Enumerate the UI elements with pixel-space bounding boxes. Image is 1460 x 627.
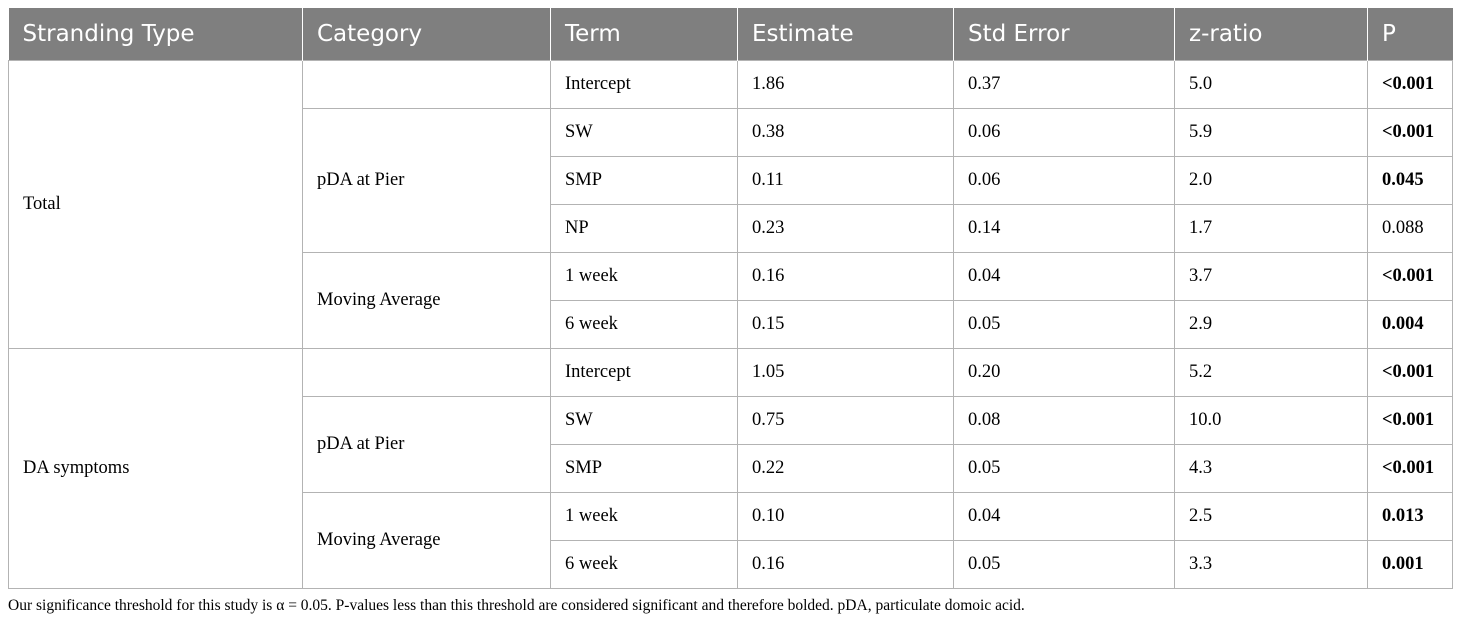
std-error-cell: 0.05: [953, 540, 1175, 589]
category-cell: pDA at Pier: [302, 396, 551, 493]
table-row: pDA at Pier SW 0.38 0.06 5.9 <0.001: [9, 108, 1453, 253]
results-table: Stranding Type Category Term Estimate St…: [8, 8, 1453, 589]
header-row: Stranding Type Category Term Estimate St…: [8, 8, 1453, 61]
term-cell: 6 week: [550, 540, 738, 589]
table-row: 6 week 0.16 0.05 3.3 0.001: [9, 540, 1453, 589]
p-value-cell: <0.001: [1367, 444, 1453, 493]
std-error-cell: 0.06: [953, 108, 1175, 157]
table-row: pDA at Pier SW 0.75 0.08 10.0 <0.001: [9, 396, 1453, 493]
std-error-cell: 0.04: [953, 252, 1175, 301]
std-error-cell: 0.05: [953, 444, 1175, 493]
z-ratio-cell: 3.7: [1174, 252, 1368, 301]
col-header-estimate: Estimate: [737, 8, 954, 61]
z-ratio-cell: 3.3: [1174, 540, 1368, 589]
stranding-type-cell: DA symptoms: [8, 348, 303, 589]
p-value-cell: <0.001: [1367, 60, 1453, 109]
table-row: SMP 0.11 0.06 2.0 0.045: [9, 156, 1453, 205]
z-ratio-cell: 5.0: [1174, 60, 1368, 109]
estimate-cell: 0.16: [737, 540, 954, 589]
table-row: Moving Average 1 week 0.10 0.04 2.5 0.013: [9, 492, 1453, 589]
z-ratio-cell: 4.3: [1174, 444, 1368, 493]
term-cell: SMP: [550, 444, 738, 493]
category-cell: pDA at Pier: [302, 108, 551, 253]
term-cell: 1 week: [550, 252, 738, 301]
col-header-z-ratio: z-ratio: [1174, 8, 1368, 61]
z-ratio-cell: 5.2: [1174, 348, 1368, 397]
category-cell: [302, 60, 551, 109]
std-error-cell: 0.08: [953, 396, 1175, 445]
std-error-cell: 0.04: [953, 492, 1175, 541]
col-header-term: Term: [550, 8, 738, 61]
std-error-cell: 0.20: [953, 348, 1175, 397]
p-value-cell: 0.045: [1367, 156, 1453, 205]
table-row: DA symptoms Intercept 1.05 0.20 5.2 <0.001: [8, 348, 1453, 589]
table-row: NP 0.23 0.14 1.7 0.088: [9, 204, 1453, 253]
estimate-cell: 1.86: [737, 60, 954, 109]
category-cell: Moving Average: [302, 252, 551, 349]
z-ratio-cell: 10.0: [1174, 396, 1368, 445]
estimate-cell: 0.38: [737, 108, 954, 157]
col-header-stranding-type: Stranding Type: [8, 8, 303, 61]
term-cell: Intercept: [550, 348, 738, 397]
z-ratio-cell: 1.7: [1174, 204, 1368, 253]
estimate-cell: 0.75: [737, 396, 954, 445]
estimate-cell: 0.22: [737, 444, 954, 493]
term-cell: SW: [550, 108, 738, 157]
col-header-p: P: [1367, 8, 1453, 61]
z-ratio-cell: 5.9: [1174, 108, 1368, 157]
p-value-cell: <0.001: [1367, 348, 1453, 397]
table-row: Moving Average 1 week 0.16 0.04 3.7 <0.001: [9, 252, 1453, 349]
estimate-cell: 0.16: [737, 252, 954, 301]
term-cell: 1 week: [550, 492, 738, 541]
estimate-cell: 0.23: [737, 204, 954, 253]
term-cell: Intercept: [550, 60, 738, 109]
stranding-type-cell: Total: [8, 60, 303, 349]
table-row: Total Intercept 1.86 0.37 5.0 <0.001: [8, 60, 1453, 349]
estimate-cell: 1.05: [737, 348, 954, 397]
estimate-cell: 0.15: [737, 300, 954, 349]
estimate-cell: 0.11: [737, 156, 954, 205]
z-ratio-cell: 2.5: [1174, 492, 1368, 541]
table-body: Total Intercept 1.86 0.37 5.0 <0.001 pDA at Pi…: [8, 60, 1453, 589]
category-cell: [302, 348, 551, 397]
std-error-cell: 0.37: [953, 60, 1175, 109]
estimate-cell: 0.10: [737, 492, 954, 541]
term-cell: 6 week: [550, 300, 738, 349]
p-value-cell: <0.001: [1367, 108, 1453, 157]
p-value-cell: 0.001: [1367, 540, 1453, 589]
term-cell: SMP: [550, 156, 738, 205]
term-cell: SW: [550, 396, 738, 445]
std-error-cell: 0.14: [953, 204, 1175, 253]
z-ratio-cell: 2.0: [1174, 156, 1368, 205]
col-header-std-error: Std Error: [953, 8, 1175, 61]
std-error-cell: 0.05: [953, 300, 1175, 349]
std-error-cell: 0.06: [953, 156, 1175, 205]
table-row: 6 week 0.15 0.05 2.9 0.004: [9, 300, 1453, 349]
z-ratio-cell: 2.9: [1174, 300, 1368, 349]
p-value-cell: 0.088: [1367, 204, 1453, 253]
p-value-cell: <0.001: [1367, 396, 1453, 445]
category-cell: Moving Average: [302, 492, 551, 589]
p-value-cell: 0.013: [1367, 492, 1453, 541]
col-header-category: Category: [302, 8, 551, 61]
term-cell: NP: [550, 204, 738, 253]
p-value-cell: <0.001: [1367, 252, 1453, 301]
p-value-cell: 0.004: [1367, 300, 1453, 349]
footnote: Our significance threshold for this stud…: [8, 597, 1025, 614]
